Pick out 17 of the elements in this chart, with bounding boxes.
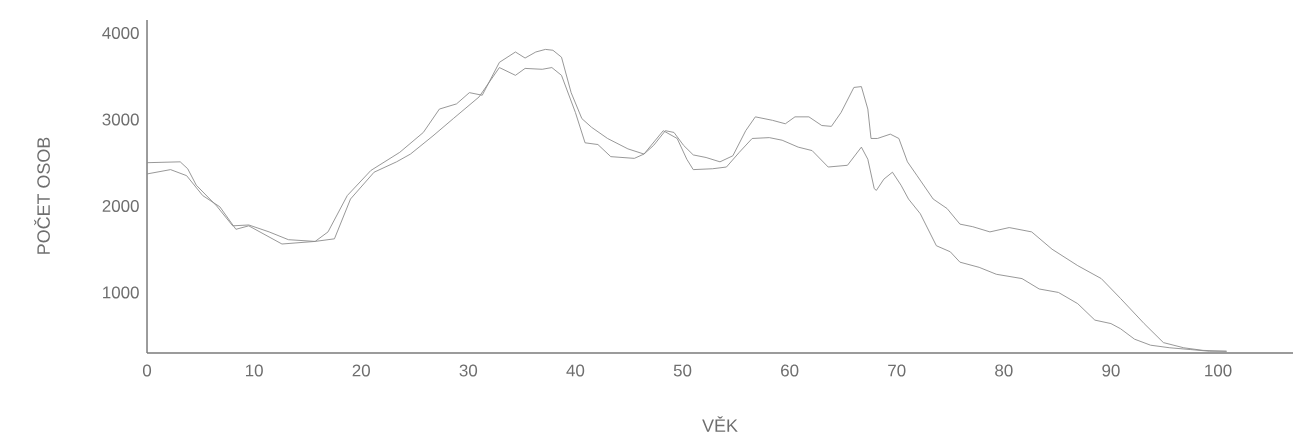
y-axis-title: POČET OSOB xyxy=(34,137,50,254)
x-tick-label: 40 xyxy=(566,364,585,377)
y-tick-label: 2000 xyxy=(102,199,139,212)
x-tick-label: 0 xyxy=(142,364,152,377)
x-tick-label: 60 xyxy=(781,364,799,377)
y-tick-label: 3000 xyxy=(102,113,139,126)
x-tick-label: 100 xyxy=(1205,364,1232,377)
y-tick-label: 4000 xyxy=(102,26,139,39)
x-axis-title: VĚK xyxy=(702,416,738,432)
x-tick-label: 70 xyxy=(888,364,906,377)
y-tick-label: 1000 xyxy=(103,286,139,299)
x-tick-label: 10 xyxy=(245,364,263,377)
x-tick-label: 30 xyxy=(459,364,478,377)
x-tick-label: 80 xyxy=(995,364,1013,377)
x-tick-label: 20 xyxy=(352,364,370,377)
x-tick-label: 90 xyxy=(1102,364,1120,377)
x-tick-label: 50 xyxy=(673,364,692,377)
